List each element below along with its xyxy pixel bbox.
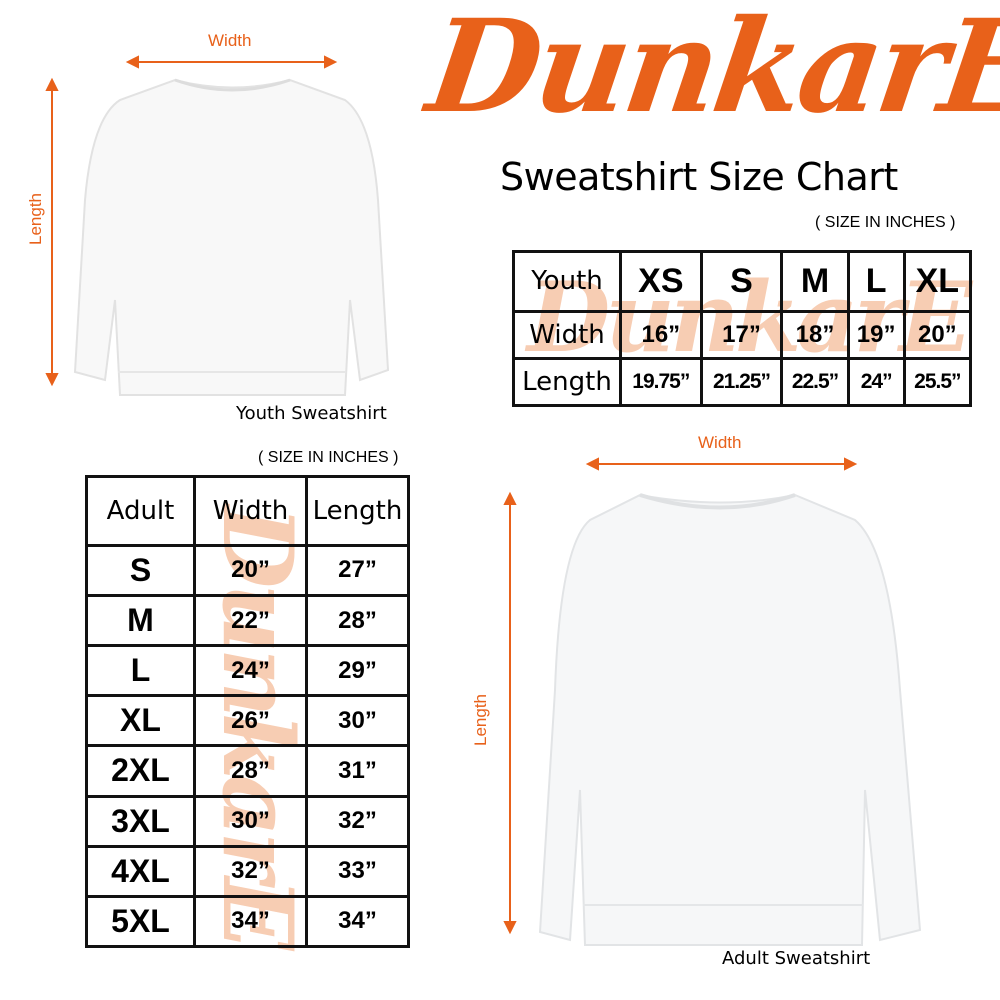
table-row: 2XL 28” 31” (85, 744, 410, 798)
table-cell: 32” (305, 794, 410, 848)
table-cell: 19” (846, 309, 906, 360)
youth-caption: Youth Sweatshirt (236, 403, 387, 424)
table-row: 3XL 30” 32” (85, 794, 410, 848)
table-cell: 21.25” (699, 356, 784, 408)
table-row: L 24” 29” (85, 644, 410, 698)
table-row: XL 26” 30” (85, 694, 410, 748)
table-cell: 30” (305, 694, 410, 748)
table-row: M 22” 28” (85, 594, 410, 648)
table-header: Length (305, 475, 410, 547)
row-label: M (85, 594, 196, 648)
adult-size-table: Adult Width Length S 20” 27” M 22” 28” L 24” 29”… (85, 475, 410, 949)
table-row: Youth XS S M L XL (512, 250, 973, 313)
table-cell: 34” (305, 894, 410, 949)
table-header: XS (619, 250, 703, 313)
table-row: Width 16” 17” 18” 19” 20” (512, 309, 973, 360)
table-row: Length 19.75” 21.25” 22.5” 24” 25.5” (512, 356, 973, 408)
row-label: 2XL (85, 744, 196, 798)
page-title: Sweatshirt Size Chart (500, 155, 898, 199)
table-cell: 18” (780, 309, 850, 360)
table-cell: 29” (305, 644, 410, 698)
youth-width-arrow-icon (125, 55, 338, 69)
youth-size-note: ( SIZE IN INCHES ) (815, 214, 956, 231)
brand-logo: DunkarE (419, 0, 1000, 142)
table-cell: 28” (193, 744, 308, 798)
table-row: 5XL 34” 34” (85, 894, 410, 949)
adult-caption: Adult Sweatshirt (722, 948, 871, 969)
table-cell: 22.5” (780, 356, 850, 408)
row-label: Length (512, 356, 622, 408)
row-label: 5XL (85, 894, 196, 949)
table-cell: 28” (305, 594, 410, 648)
table-cell: 25.5” (902, 356, 973, 408)
youth-length-label: Length (26, 193, 45, 245)
table-header: Adult (85, 475, 196, 547)
table-cell: 34” (193, 894, 308, 949)
table-cell: 33” (305, 844, 410, 898)
table-cell: 22” (193, 594, 308, 648)
table-header: M (780, 250, 850, 313)
table-cell: 17” (699, 309, 784, 360)
row-label: L (85, 644, 196, 698)
table-cell: 30” (193, 794, 308, 848)
table-header: Youth (512, 250, 622, 313)
table-row: Adult Width Length (85, 475, 410, 547)
table-header: XL (902, 250, 973, 313)
row-label: XL (85, 694, 196, 748)
table-header: S (699, 250, 784, 313)
table-row: S 20” 27” (85, 543, 410, 598)
table-cell: 27” (305, 543, 410, 598)
adult-length-label: Length (471, 694, 490, 746)
row-label: 3XL (85, 794, 196, 848)
table-cell: 16” (619, 309, 703, 360)
adult-sweatshirt-illustration (503, 457, 922, 946)
row-label: S (85, 543, 196, 598)
row-label: Width (512, 309, 622, 360)
table-row: 4XL 32” 33” (85, 844, 410, 898)
row-label: 4XL (85, 844, 196, 898)
youth-sweatshirt-illustration (45, 55, 390, 396)
table-cell: 24” (193, 644, 308, 698)
adult-length-arrow-icon (503, 491, 517, 935)
youth-length-arrow-icon (45, 77, 59, 387)
youth-size-table: Youth XS S M L XL Width 16” 17” 18” 19” … (512, 250, 973, 408)
table-cell: 20” (902, 309, 973, 360)
adult-width-label: Width (698, 433, 742, 452)
table-cell: 20” (193, 543, 308, 598)
table-cell: 24” (846, 356, 906, 408)
table-header: L (846, 250, 906, 313)
table-cell: 26” (193, 694, 308, 748)
youth-width-label: Width (208, 31, 252, 50)
table-cell: 32” (193, 844, 308, 898)
table-header: Width (193, 475, 308, 547)
table-cell: 31” (305, 744, 410, 798)
adult-width-arrow-icon (585, 457, 858, 471)
table-cell: 19.75” (619, 356, 703, 408)
adult-size-note: ( SIZE IN INCHES ) (258, 449, 399, 466)
